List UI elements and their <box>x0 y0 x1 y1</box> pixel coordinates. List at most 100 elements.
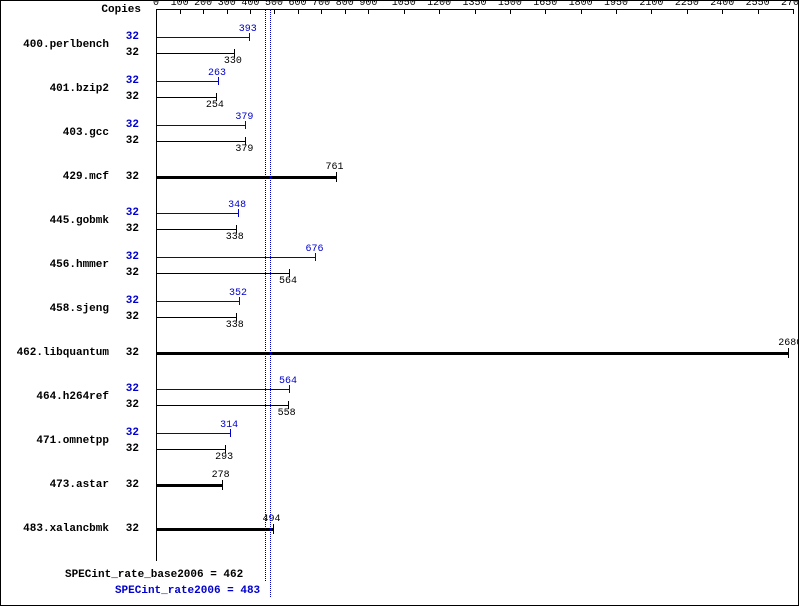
axis-tick-label: 2100 <box>639 0 663 9</box>
copies-value-peak: 32 <box>1 251 139 263</box>
copies-value-peak: 32 <box>1 119 139 131</box>
axis-tick-label: 200 <box>194 0 212 9</box>
axis-tick-label: 1800 <box>569 0 593 9</box>
bar-value-peak: 314 <box>220 420 238 431</box>
bar-value-label: 278 <box>212 470 230 481</box>
axis-tick <box>475 9 476 14</box>
bar-value-label: 2680 <box>778 338 799 349</box>
axis-tick <box>439 9 440 14</box>
bar-cap <box>273 524 274 534</box>
bar-base <box>156 405 288 406</box>
copies-value-peak: 32 <box>1 427 139 439</box>
bar-value-base: 558 <box>278 408 296 419</box>
axis-tick-label: 700 <box>312 0 330 9</box>
copies-value: 32 <box>1 479 139 491</box>
bar-peak <box>156 213 238 214</box>
bar-base <box>156 317 236 318</box>
bar-value-peak: 379 <box>235 112 253 123</box>
reference-line-peak <box>270 9 271 597</box>
bar-base <box>156 449 225 450</box>
copies-value: 32 <box>1 171 139 183</box>
bar-value-label: 761 <box>326 162 344 173</box>
bar-peak <box>156 37 249 38</box>
axis-tick-label: 1950 <box>604 0 628 9</box>
axis-tick-label: 1350 <box>462 0 486 9</box>
axis-tick-label: 1650 <box>533 0 557 9</box>
axis-tick-label: 2700 <box>781 0 799 9</box>
axis-tick <box>722 9 723 14</box>
bar-peak <box>156 257 315 258</box>
bar-value-peak: 564 <box>279 376 297 387</box>
axis-tick-label: 0 <box>153 0 159 9</box>
copies-value-base: 32 <box>1 135 139 147</box>
bar-cap <box>222 480 223 490</box>
bar-value-base: 379 <box>235 144 253 155</box>
axis-tick-label: 1050 <box>392 0 416 9</box>
reference-line-base <box>265 9 266 581</box>
axis-tick <box>180 9 181 14</box>
copies-value-peak: 32 <box>1 31 139 43</box>
bar-base <box>156 97 216 98</box>
axis-tick <box>345 9 346 14</box>
summary-peak-label: SPECint_rate2006 = 483 <box>115 585 260 597</box>
copies-header: Copies <box>91 4 141 16</box>
bar-value-base: 338 <box>226 232 244 243</box>
bar-cap <box>336 172 337 182</box>
bar-single <box>156 352 788 355</box>
copies-value-base: 32 <box>1 223 139 235</box>
axis-tick <box>250 9 251 14</box>
copies-value-peak: 32 <box>1 207 139 219</box>
bar-value-base: 338 <box>226 320 244 331</box>
axis-tick-label: 1200 <box>427 0 451 9</box>
bar-value-base: 330 <box>224 56 242 67</box>
copies-value-base: 32 <box>1 47 139 59</box>
axis-tick <box>651 9 652 14</box>
axis-tick <box>758 9 759 14</box>
bar-value-peak: 676 <box>305 244 323 255</box>
copies-value-peak: 32 <box>1 295 139 307</box>
copies-value: 32 <box>1 523 139 535</box>
copies-value-base: 32 <box>1 443 139 455</box>
bar-peak <box>156 125 245 126</box>
bar-single <box>156 484 222 487</box>
axis-tick-label: 900 <box>359 0 377 9</box>
bar-single <box>156 528 273 531</box>
copies-value-peak: 32 <box>1 75 139 87</box>
axis-tick <box>687 9 688 14</box>
bar-base <box>156 141 245 142</box>
axis-tick <box>298 9 299 14</box>
bar-cap <box>788 348 789 358</box>
axis-tick-label: 100 <box>171 0 189 9</box>
bar-peak <box>156 433 230 434</box>
bar-value-base: 293 <box>215 452 233 463</box>
axis-tick <box>616 9 617 14</box>
copies-value-base: 32 <box>1 399 139 411</box>
axis-tick <box>793 9 794 14</box>
axis-tick <box>510 9 511 14</box>
copies-value-peak: 32 <box>1 383 139 395</box>
copies-value-base: 32 <box>1 267 139 279</box>
axis-tick-label: 600 <box>289 0 307 9</box>
axis-tick-label: 800 <box>336 0 354 9</box>
axis-tick-label: 400 <box>241 0 259 9</box>
bar-value-peak: 352 <box>229 288 247 299</box>
axis-tick <box>274 9 275 14</box>
axis-tick <box>545 9 546 14</box>
axis-tick-label: 2250 <box>675 0 699 9</box>
summary-base-label: SPECint_rate_base2006 = 462 <box>65 569 243 581</box>
axis-tick <box>368 9 369 14</box>
bar-peak <box>156 81 218 82</box>
copies-value: 32 <box>1 347 139 359</box>
specint-bar-chart: Copies0100200300400500600700800900105012… <box>1 1 799 607</box>
copies-value-base: 32 <box>1 311 139 323</box>
bar-peak <box>156 301 239 302</box>
axis-tick <box>581 9 582 14</box>
bar-base <box>156 229 236 230</box>
axis-tick-label: 300 <box>218 0 236 9</box>
copies-value-base: 32 <box>1 91 139 103</box>
bar-value-base: 254 <box>206 100 224 111</box>
plot-left-border <box>156 9 157 561</box>
bar-value-peak: 263 <box>208 68 226 79</box>
axis-tick <box>404 9 405 14</box>
axis-tick-label: 1500 <box>498 0 522 9</box>
